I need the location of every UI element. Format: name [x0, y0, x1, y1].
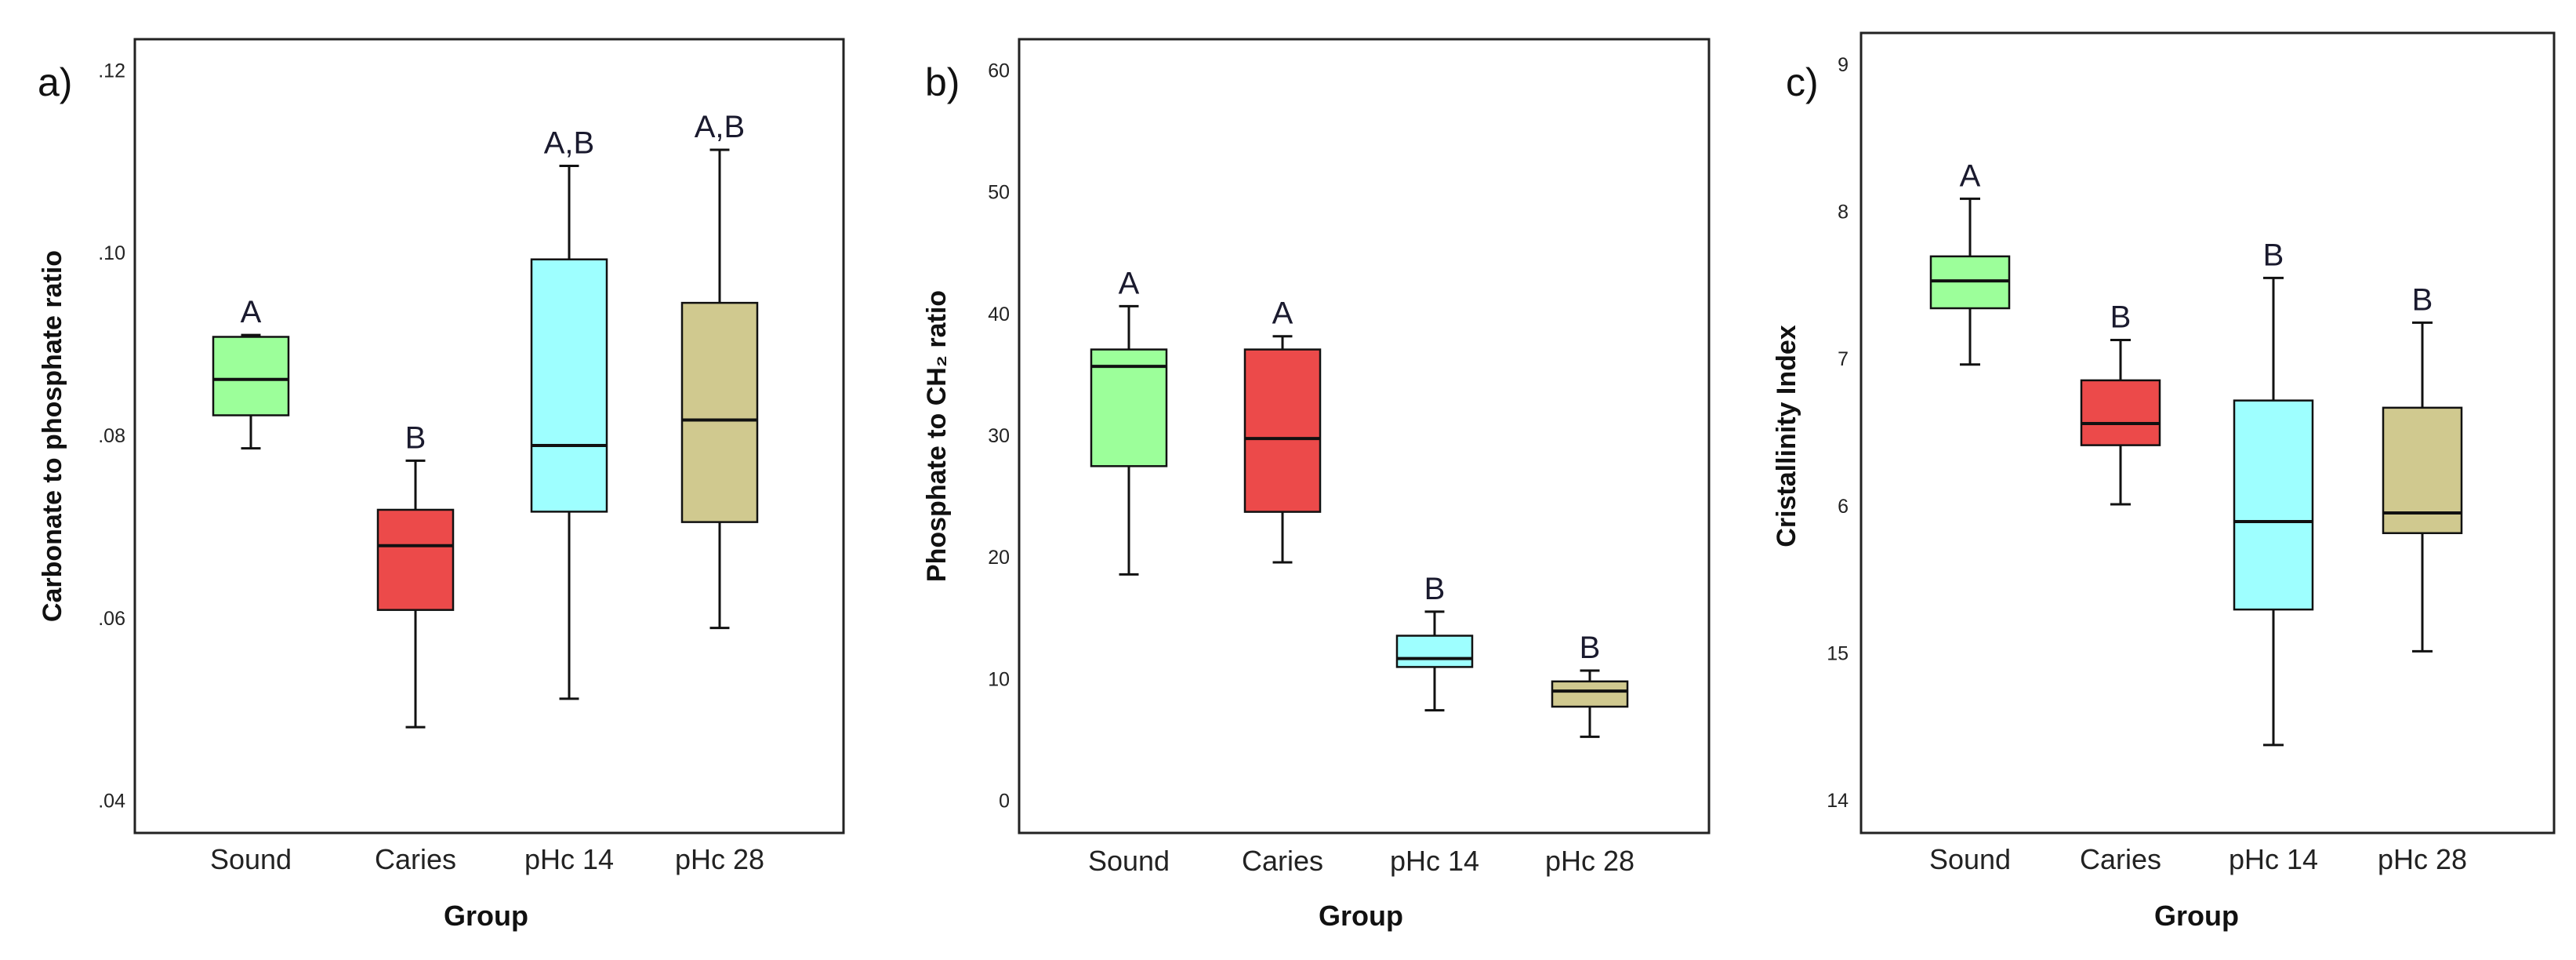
panel-b-phc-28-significance-letter: B: [1580, 631, 1601, 665]
panel-b-x-tick-label: pHc 28: [1545, 845, 1634, 877]
panel-c-y-tick-label: 7: [1838, 348, 1849, 370]
panel-c-x-tick-label: pHc 14: [2229, 843, 2318, 875]
panel-b-y-tick-label: 30: [988, 425, 1010, 447]
panel-a-sound-box: [212, 336, 290, 416]
panel-b-y-tick-label: 0: [999, 791, 1010, 813]
panel-b-y-tick-label: 60: [988, 60, 1010, 82]
panel-b-phc-14-significance-letter: B: [1424, 572, 1446, 606]
panel-c-y-tick-label: 14: [1827, 790, 1849, 812]
panel-b-phc-28-box: [1551, 680, 1629, 708]
panel-b-x-axis-title: Group: [1319, 900, 1403, 932]
panel-c-sound-significance-letter: A: [1960, 158, 1981, 193]
panel-b-phc-14-box: [1395, 635, 1474, 668]
panel-b-y-tick-label: 50: [988, 182, 1010, 204]
panel-c-y-axis-title: Cristallinity Index: [1772, 325, 1801, 547]
panel-c-x-tick-label: Sound: [1929, 843, 2011, 875]
panel-c-x-tick-label: Caries: [2080, 843, 2161, 875]
panel-a-phc-28-significance-letter: A,B: [695, 110, 745, 144]
panel-a-marks: .04 .06 .08 .10 .12 Sound Caries pHc 14 pHc 28 A B…: [98, 60, 764, 875]
panel-c-plot-frame: [1859, 31, 2556, 835]
panel-b: b) Phosphate to CH₂ ratio Group 0 10 20 30 4…: [922, 38, 1711, 932]
panel-b-x-tick-label: Caries: [1242, 845, 1323, 877]
panel-b-y-tick-label: 20: [988, 547, 1010, 569]
panel-c-y-tick-label: 9: [1838, 54, 1849, 76]
panel-a-y-tick-label: .12: [98, 60, 125, 82]
panel-a-plot-frame: [133, 38, 845, 835]
panel-a-caries-significance-letter: B: [405, 420, 426, 455]
panel-a-phc-28-box: [680, 301, 759, 523]
panel-c-marks: 14 15 6 7 8 9 Sound Caries pHc 14 pHc 28 A B B B: [1827, 54, 2467, 875]
panel-c-y-tick-label: 8: [1838, 201, 1849, 223]
panel-c-label: c): [1786, 60, 1819, 104]
panel-a-x-axis-title: Group: [444, 900, 528, 932]
panel-a-caries-box: [376, 508, 455, 611]
panel-a-y-tick-label: .10: [98, 242, 125, 264]
panel-b-label: b): [925, 60, 960, 104]
panel-a-x-tick-label: Sound: [210, 843, 292, 875]
panel-a-x-tick-label: pHc 28: [675, 843, 764, 875]
panel-c-phc-28-significance-letter: B: [2412, 282, 2433, 317]
panel-c-caries-box: [2080, 379, 2161, 446]
panel-c-x-tick-label: pHc 28: [2378, 843, 2467, 875]
panel-a-label: a): [38, 60, 72, 104]
panel-b-sound-significance-letter: A: [1119, 266, 1140, 300]
panel-b-x-tick-label: Sound: [1088, 845, 1170, 877]
panel-b-x-tick-label: pHc 14: [1390, 845, 1479, 877]
panel-c-caries-significance-letter: B: [2110, 300, 2132, 334]
panel-a-y-tick-label: .06: [98, 608, 125, 630]
panel-c-y-tick-label: 6: [1838, 496, 1849, 518]
panel-c-x-axis-title: Group: [2154, 900, 2239, 932]
panel-a-x-tick-label: Caries: [375, 843, 456, 875]
panel-c-phc-14-significance-letter: B: [2263, 238, 2284, 272]
panel-b-y-axis-title: Phosphate to CH₂ ratio: [922, 290, 952, 582]
panel-b-y-tick-label: 10: [988, 668, 1010, 690]
panel-b-y-tick-label: 40: [988, 304, 1010, 325]
panel-a-y-tick-label: .08: [98, 425, 125, 447]
panel-b-plot-frame: [1018, 38, 1711, 835]
panel-c: c) Cristallinity Index Group 14 15 6 7 8 9 Sou…: [1772, 31, 2556, 932]
panel-a-x-tick-label: pHc 14: [524, 843, 614, 875]
panel-b-caries-box: [1243, 348, 1322, 513]
panel-c-phc-14-box: [2233, 399, 2314, 611]
panel-a: a) Carbonate to phosphate ratio Group .0…: [38, 38, 845, 932]
panel-a-sound-significance-letter: A: [241, 295, 262, 329]
panel-a-phc-14-box: [530, 258, 608, 513]
panel-b-marks: 0 10 20 30 40 50 60 Sound Caries pHc 14 pHc 28 A A B B: [988, 60, 1634, 877]
panel-a-y-tick-label: .04: [98, 791, 125, 813]
panel-b-caries-significance-letter: A: [1272, 296, 1293, 331]
panel-a-phc-14-significance-letter: A,B: [544, 125, 594, 160]
panel-a-y-axis-title: Carbonate to phosphate ratio: [38, 250, 67, 622]
panel-c-y-tick-label: 15: [1827, 643, 1849, 665]
panel-b-sound-box: [1090, 348, 1168, 467]
